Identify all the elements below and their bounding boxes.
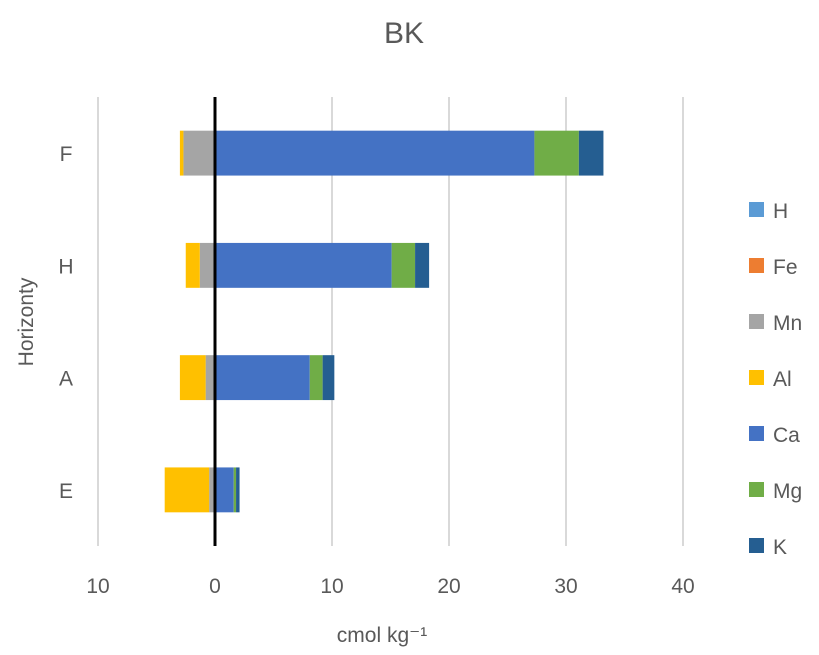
y-tick-label: A bbox=[59, 368, 73, 391]
legend-label: K bbox=[773, 536, 787, 559]
legend-swatch bbox=[749, 538, 764, 553]
bar-segment bbox=[215, 130, 535, 176]
legend-swatch bbox=[749, 370, 764, 385]
legend-label: Fe bbox=[773, 256, 798, 279]
bar-segment bbox=[215, 242, 392, 288]
bar-segment bbox=[236, 467, 240, 513]
bar-segment bbox=[205, 355, 215, 401]
bar-segment bbox=[179, 355, 206, 401]
chart-title: BK bbox=[384, 17, 424, 50]
x-tick-label: 40 bbox=[671, 575, 694, 598]
x-tick-label: 0 bbox=[209, 575, 221, 598]
legend-label: Mn bbox=[773, 312, 802, 335]
y-tick-label: E bbox=[59, 480, 73, 503]
x-tick-label: 20 bbox=[437, 575, 460, 598]
legend-swatch bbox=[749, 202, 764, 217]
bar-segment bbox=[309, 355, 323, 401]
bar-segment bbox=[199, 242, 215, 288]
legend-label: Mg bbox=[773, 480, 802, 503]
x-axis-label: cmol kg⁻¹ bbox=[337, 624, 427, 647]
legend: H Fe Mn Al Ca Mg K bbox=[749, 200, 802, 559]
x-tick-label: 10 bbox=[86, 575, 109, 598]
bar-segment bbox=[391, 242, 416, 288]
legend-label: Ca bbox=[773, 424, 800, 447]
x-tick-label: 30 bbox=[554, 575, 577, 598]
legend-label: H bbox=[773, 200, 788, 223]
y-tick-labels: F H A E bbox=[58, 143, 73, 503]
bar-segment bbox=[534, 130, 579, 176]
bar-segment bbox=[578, 130, 604, 176]
bar-segment bbox=[209, 467, 215, 513]
legend-swatch bbox=[749, 426, 764, 441]
y-tick-label: F bbox=[60, 143, 73, 166]
legend-swatch bbox=[749, 314, 764, 329]
bar-segment bbox=[183, 130, 215, 176]
bars bbox=[164, 130, 604, 513]
x-tick-label: 10 bbox=[320, 575, 343, 598]
bar-segment bbox=[215, 355, 310, 401]
legend-swatch bbox=[749, 258, 764, 273]
legend-label: Al bbox=[773, 368, 792, 391]
bar-segment bbox=[185, 242, 200, 288]
bar-segment bbox=[215, 467, 234, 513]
y-axis-label: Horizonty bbox=[15, 277, 38, 366]
legend-swatch bbox=[749, 482, 764, 497]
bar-segment bbox=[322, 355, 335, 401]
bar-segment bbox=[233, 467, 237, 513]
y-tick-label: H bbox=[58, 255, 73, 278]
bar-segment bbox=[179, 130, 184, 176]
x-tick-labels: 10 0 10 20 30 40 bbox=[86, 575, 694, 598]
bar-segment bbox=[164, 467, 210, 513]
bar-segment bbox=[415, 242, 430, 288]
